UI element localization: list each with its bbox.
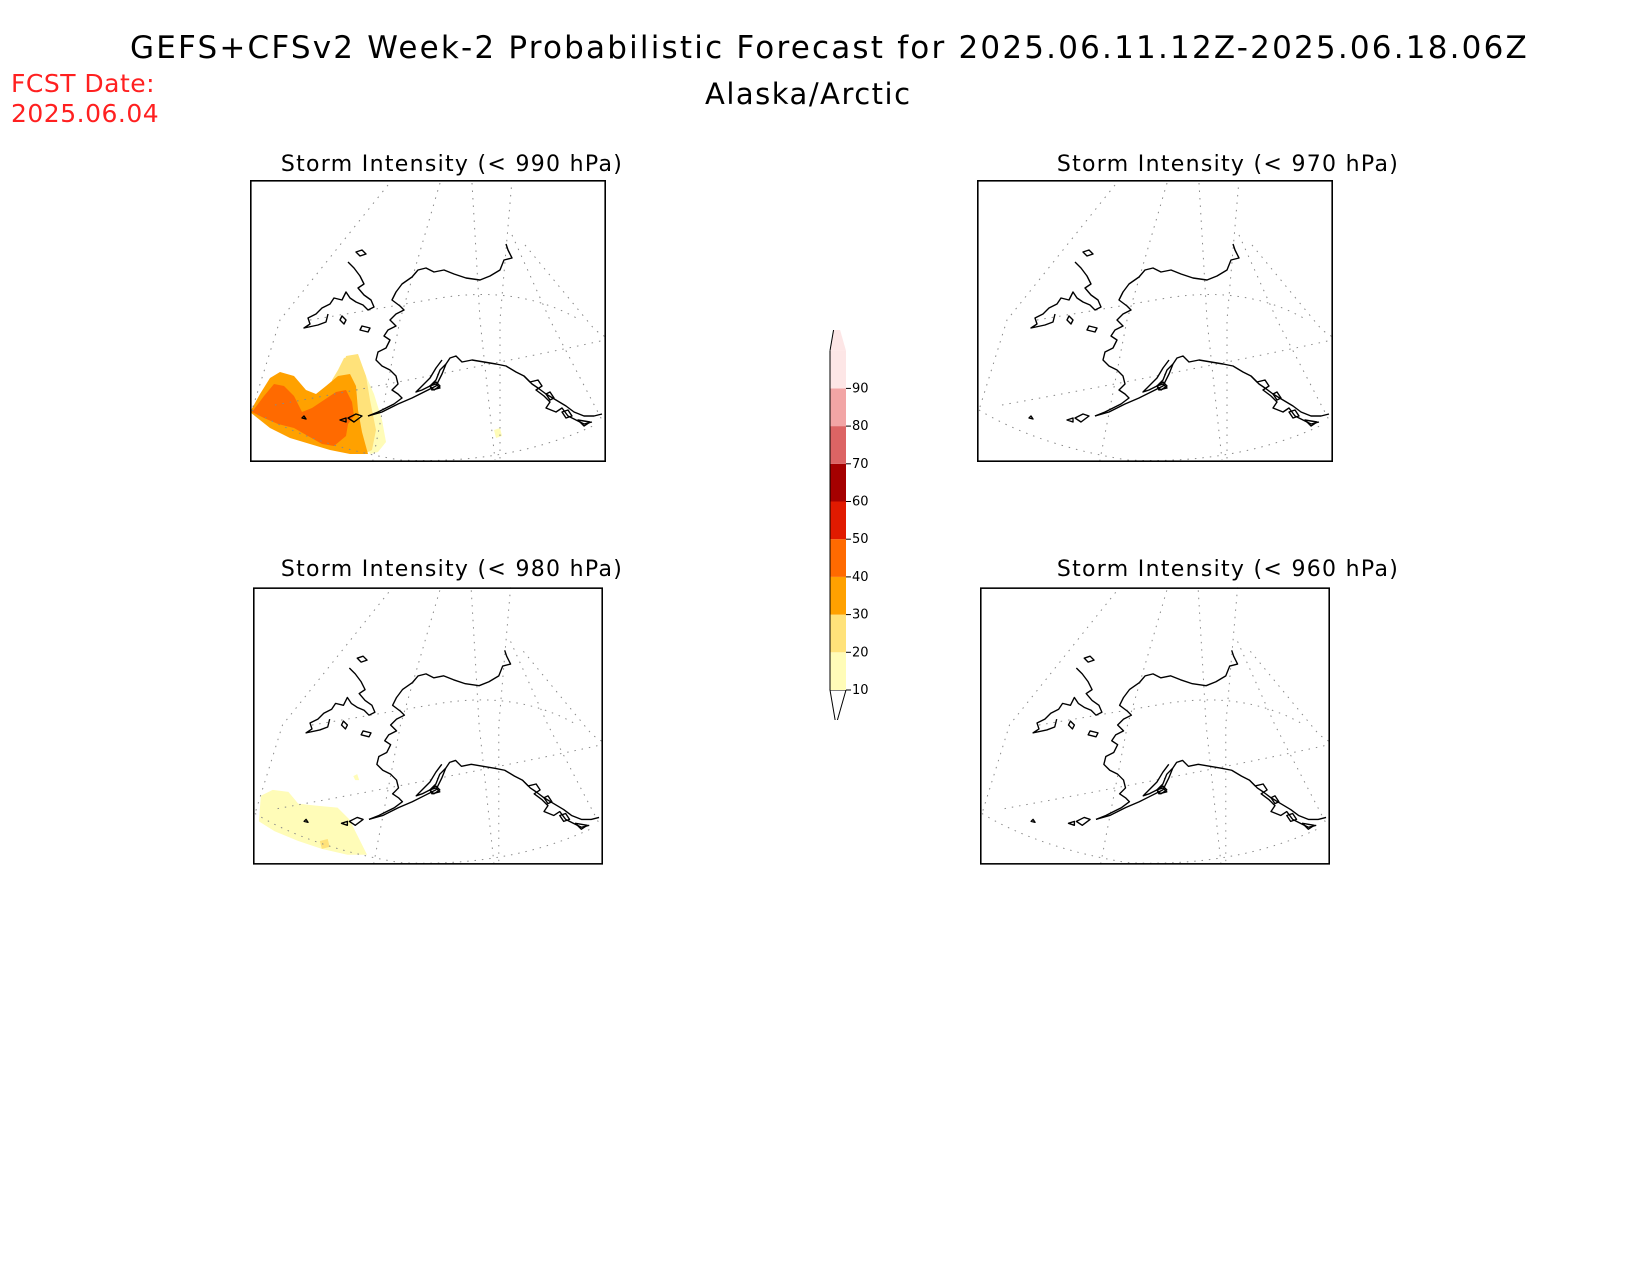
- colorbar-swatch: [830, 501, 846, 540]
- colorbar-tick-label: 90: [852, 381, 869, 396]
- panel-title-970: Storm Intensity (< 970 hPa): [1056, 152, 1400, 177]
- colorbar-swatch: [830, 426, 846, 464]
- panel-title-960: Storm Intensity (< 960 hPa): [1056, 557, 1400, 582]
- colorbar-tick-label: 10: [852, 683, 869, 698]
- region-title: Alaska/Arctic: [705, 77, 912, 111]
- colorbar-tick-label: 50: [852, 532, 869, 547]
- probability-shading-990: [250, 354, 502, 454]
- colorbar-swatch: [830, 350, 846, 389]
- map-panel-990: [250, 180, 606, 462]
- colorbar-swatch: [830, 388, 846, 427]
- panel-title-980: Storm Intensity (< 980 hPa): [280, 557, 624, 582]
- map-panel-960: [980, 585, 1330, 867]
- colorbar-swatch: [830, 576, 846, 615]
- map-panel-970: [977, 180, 1333, 462]
- colorbar-bottom-cap: [829, 689, 847, 720]
- colorbar-top-cap: [830, 330, 846, 351]
- colorbar-tick-label: 20: [852, 645, 869, 660]
- colorbar-swatch: [830, 463, 846, 502]
- colorbar-tick-label: 30: [852, 608, 869, 623]
- colorbar-swatch: [830, 652, 846, 690]
- map-panel-980: [253, 585, 603, 867]
- fcst-date-label: FCST Date:: [11, 69, 156, 98]
- colorbar-swatch: [830, 614, 846, 653]
- probability-shading-980: [258, 774, 368, 855]
- main-title: GEFS+CFSv2 Week-2 Probabilistic Forecast…: [130, 30, 1529, 66]
- colorbar-tick-label: 70: [852, 457, 869, 472]
- colorbar-tick-label: 40: [852, 570, 869, 585]
- panel-title-990: Storm Intensity (< 990 hPa): [280, 152, 624, 177]
- fcst-date-value: 2025.06.04: [11, 99, 160, 128]
- colorbar: 10 20 30 40 50 60 70 80 90: [829, 330, 869, 720]
- colorbar-swatch: [830, 539, 846, 577]
- colorbar-tick-label: 80: [852, 419, 869, 434]
- colorbar-tick-label: 60: [852, 495, 869, 510]
